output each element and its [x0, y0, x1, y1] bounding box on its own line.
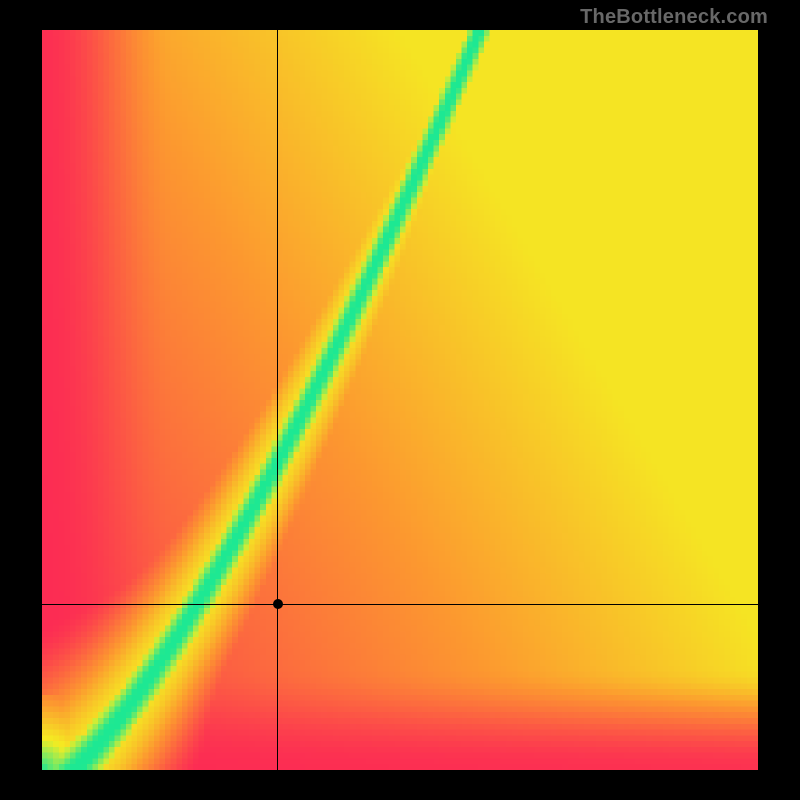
heatmap-canvas: [42, 30, 758, 770]
heatmap-plot: [42, 30, 758, 770]
watermark-text: TheBottleneck.com: [580, 6, 768, 29]
crosshair-vertical: [277, 30, 278, 770]
intersection-marker: [273, 599, 283, 609]
crosshair-horizontal: [42, 604, 758, 605]
